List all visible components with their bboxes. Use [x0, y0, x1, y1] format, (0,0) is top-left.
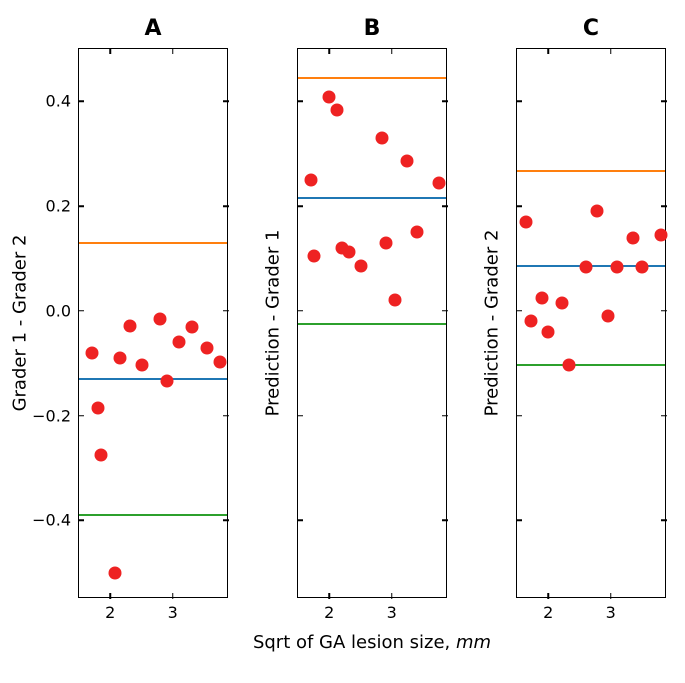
data-point [601, 310, 614, 323]
upper-line [79, 242, 227, 244]
data-point [520, 215, 533, 228]
xtick [548, 48, 550, 54]
data-point [524, 315, 537, 328]
ytick [442, 101, 448, 103]
ytick [661, 415, 667, 417]
ytick [516, 101, 522, 103]
panel-b: 23 [297, 48, 447, 598]
ytick [661, 310, 667, 312]
ytick-label: −0.4 [32, 511, 79, 530]
panel-a: −0.4−0.20.00.20.423 [78, 48, 228, 598]
data-point [160, 374, 173, 387]
data-point [85, 346, 98, 359]
ytick [516, 520, 522, 522]
ytick [223, 310, 229, 312]
data-point [94, 448, 107, 461]
data-point [113, 352, 126, 365]
ytick-label: 0.2 [46, 197, 79, 216]
ytick [661, 205, 667, 207]
data-point [542, 325, 555, 338]
ytick [297, 310, 303, 312]
figure: −0.4−0.20.00.20.423 A Grader 1 - Grader … [0, 0, 685, 683]
ytick [297, 415, 303, 417]
data-point [323, 91, 336, 104]
data-point [626, 231, 639, 244]
data-point [556, 297, 569, 310]
data-point [379, 236, 392, 249]
data-point [201, 341, 214, 354]
panel-c: 23 [516, 48, 666, 598]
panel-a-ylabel: Grader 1 - Grader 2 [10, 235, 31, 412]
data-point [654, 228, 667, 241]
ytick [297, 205, 303, 207]
ytick [223, 205, 229, 207]
panel-b-ylabel: Prediction - Grader 1 [263, 230, 284, 417]
xlabel: Sqrt of GA lesion size, mm [253, 632, 491, 653]
data-point [401, 154, 414, 167]
data-point [562, 358, 575, 371]
xtick [329, 48, 331, 54]
ytick-label: 0.0 [46, 301, 79, 320]
data-point [591, 205, 604, 218]
lower-line [79, 514, 227, 516]
xtick-label: 3 [168, 597, 178, 622]
upper-line [298, 77, 446, 79]
data-point [354, 260, 367, 273]
ytick [223, 101, 229, 103]
ytick [297, 101, 303, 103]
data-point [173, 336, 186, 349]
data-point [304, 173, 317, 186]
ytick [661, 101, 667, 103]
data-point [432, 176, 445, 189]
panel-b-title: B [364, 16, 381, 41]
data-point [636, 261, 649, 274]
ytick [442, 415, 448, 417]
data-point [343, 246, 356, 259]
data-point [388, 294, 401, 307]
mean-line [298, 197, 446, 199]
ytick [223, 415, 229, 417]
xtick [172, 48, 174, 54]
xtick-label: 3 [387, 597, 397, 622]
ytick-label: 0.4 [46, 92, 79, 111]
ytick [661, 520, 667, 522]
lower-line [298, 323, 446, 325]
xtick-label: 2 [105, 597, 115, 622]
data-point [185, 320, 198, 333]
ytick-label: −0.2 [32, 406, 79, 425]
data-point [410, 226, 423, 239]
data-point [330, 104, 343, 117]
data-point [376, 132, 389, 145]
mean-line [79, 378, 227, 380]
ytick [442, 205, 448, 207]
ytick [516, 415, 522, 417]
xtick [610, 48, 612, 54]
upper-line [517, 170, 665, 172]
ytick [442, 520, 448, 522]
panel-a-title: A [144, 16, 161, 41]
panel-c-title: C [583, 16, 599, 41]
data-point [611, 261, 624, 274]
data-point [108, 566, 121, 579]
xtick-label: 2 [543, 597, 553, 622]
data-point [307, 249, 320, 262]
data-point [579, 261, 592, 274]
ytick [223, 520, 229, 522]
data-point [135, 358, 148, 371]
xtick-label: 3 [606, 597, 616, 622]
data-point [91, 401, 104, 414]
ytick [516, 310, 522, 312]
lower-line [517, 364, 665, 366]
panel-c-ylabel: Prediction - Grader 2 [482, 230, 503, 417]
data-point [124, 319, 137, 332]
data-point [154, 313, 167, 326]
data-point [213, 356, 226, 369]
data-point [536, 291, 549, 304]
ytick [442, 310, 448, 312]
ytick [516, 205, 522, 207]
xtick-label: 2 [324, 597, 334, 622]
ytick [297, 520, 303, 522]
xtick [391, 48, 393, 54]
xtick [110, 48, 112, 54]
